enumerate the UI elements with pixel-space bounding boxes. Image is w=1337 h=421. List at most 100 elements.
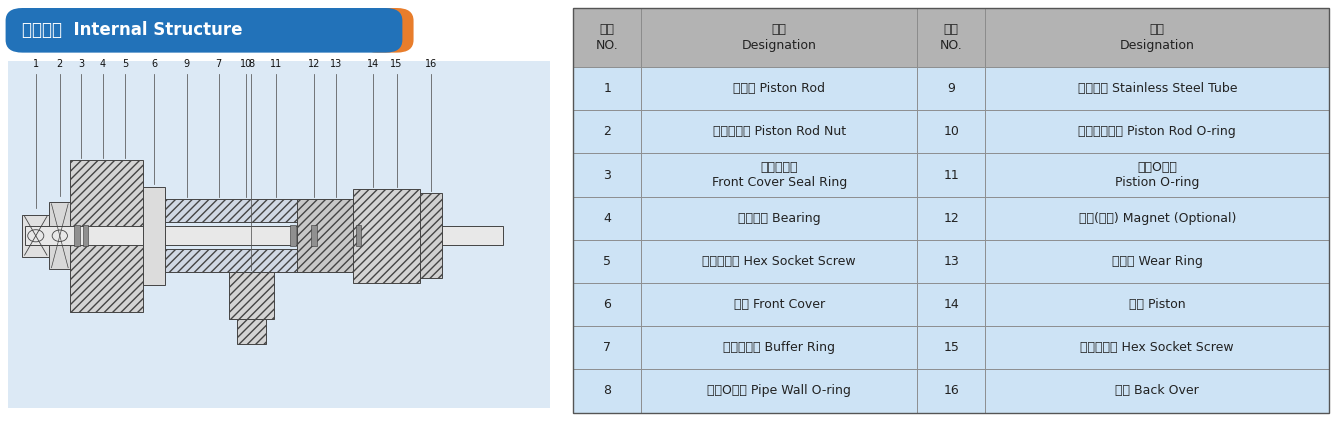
Text: 序号
NO.: 序号 NO. xyxy=(940,23,963,52)
Bar xyxy=(642,67,917,110)
Text: 9: 9 xyxy=(948,82,955,95)
Text: 3: 3 xyxy=(603,168,611,181)
Text: 4: 4 xyxy=(603,212,611,225)
FancyBboxPatch shape xyxy=(5,8,402,53)
Bar xyxy=(642,8,917,67)
Text: 1: 1 xyxy=(603,82,611,95)
Text: 13: 13 xyxy=(944,255,959,268)
Bar xyxy=(312,225,317,246)
Text: 内部结构  Internal Structure: 内部结构 Internal Structure xyxy=(23,21,243,39)
Bar xyxy=(574,283,642,326)
Bar xyxy=(917,240,985,283)
Text: 1: 1 xyxy=(32,59,39,69)
Bar xyxy=(642,326,917,369)
Text: 11: 11 xyxy=(944,168,959,181)
Text: 活塞O型圈
Pistion O-ring: 活塞O型圈 Pistion O-ring xyxy=(1115,161,1199,189)
Bar xyxy=(917,197,985,240)
Bar xyxy=(574,67,642,110)
Bar xyxy=(642,110,917,153)
Text: 3: 3 xyxy=(79,59,84,69)
Text: 名称
Designation: 名称 Designation xyxy=(1120,23,1195,52)
Text: 8: 8 xyxy=(249,59,254,69)
Text: 10: 10 xyxy=(944,125,959,139)
Bar xyxy=(985,153,1329,197)
Text: 活塞 Piston: 活塞 Piston xyxy=(1128,298,1186,311)
Bar xyxy=(642,197,917,240)
Bar xyxy=(574,8,642,67)
Text: 2: 2 xyxy=(56,59,63,69)
Bar xyxy=(290,225,295,246)
Text: 5: 5 xyxy=(603,255,611,268)
Bar xyxy=(985,8,1329,67)
Text: 后盖 Back Over: 后盖 Back Over xyxy=(1115,384,1199,397)
Text: 内六角螺栓 Hex Socket Screw: 内六角螺栓 Hex Socket Screw xyxy=(702,255,856,268)
Text: 名称
Designation: 名称 Designation xyxy=(742,23,817,52)
Bar xyxy=(25,226,503,245)
Text: 13: 13 xyxy=(330,59,342,69)
Bar xyxy=(574,153,642,197)
Text: 15: 15 xyxy=(944,341,959,354)
Text: 6: 6 xyxy=(603,298,611,311)
Bar xyxy=(642,369,917,413)
Bar xyxy=(985,326,1329,369)
Text: 2: 2 xyxy=(603,125,611,139)
Bar xyxy=(917,110,985,153)
Bar xyxy=(985,67,1329,110)
Bar xyxy=(75,225,80,246)
Bar xyxy=(71,160,143,312)
Bar xyxy=(985,197,1329,240)
Text: 6: 6 xyxy=(151,59,158,69)
Text: 序号
NO.: 序号 NO. xyxy=(596,23,619,52)
Bar xyxy=(237,319,266,344)
Text: 8: 8 xyxy=(603,384,611,397)
Bar xyxy=(642,240,917,283)
Bar xyxy=(353,189,420,283)
Bar xyxy=(574,326,642,369)
Text: 14: 14 xyxy=(944,298,959,311)
Bar xyxy=(166,199,378,222)
Text: 9: 9 xyxy=(183,59,190,69)
Text: 活塞杆 Piston Rod: 活塞杆 Piston Rod xyxy=(733,82,825,95)
Text: 含油轴承 Bearing: 含油轴承 Bearing xyxy=(738,212,821,225)
Bar xyxy=(917,8,985,67)
Text: 16: 16 xyxy=(425,59,437,69)
Bar xyxy=(985,369,1329,413)
Text: 活塞杆密封圈 Piston Rod O-ring: 活塞杆密封圈 Piston Rod O-ring xyxy=(1079,125,1237,139)
Text: 14: 14 xyxy=(366,59,380,69)
Bar xyxy=(985,283,1329,326)
Text: 前盖密封圈
Front Cover Seal Ring: 前盖密封圈 Front Cover Seal Ring xyxy=(711,161,846,189)
Bar xyxy=(297,199,353,272)
Bar xyxy=(985,240,1329,283)
Text: 磁铁(可选) Magnet (Optional): 磁铁(可选) Magnet (Optional) xyxy=(1079,212,1235,225)
Text: 7: 7 xyxy=(603,341,611,354)
Text: 5: 5 xyxy=(122,59,128,69)
Text: 4: 4 xyxy=(100,59,106,69)
Bar xyxy=(23,215,49,257)
Text: 10: 10 xyxy=(241,59,253,69)
Text: 耐磨环 Wear Ring: 耐磨环 Wear Ring xyxy=(1112,255,1203,268)
Text: 缓冲密封圈 Buffer Ring: 缓冲密封圈 Buffer Ring xyxy=(723,341,836,354)
Bar xyxy=(642,153,917,197)
Text: 管壁O型圈 Pipe Wall O-ring: 管壁O型圈 Pipe Wall O-ring xyxy=(707,384,852,397)
Bar xyxy=(420,193,443,278)
Bar xyxy=(642,283,917,326)
Text: 12: 12 xyxy=(308,59,320,69)
Text: 不锈锆管 Stainless Steel Tube: 不锈锆管 Stainless Steel Tube xyxy=(1078,82,1237,95)
Text: 12: 12 xyxy=(944,212,959,225)
Text: 内六角螺栓 Hex Socket Screw: 内六角螺栓 Hex Socket Screw xyxy=(1080,341,1234,354)
Bar xyxy=(574,240,642,283)
Bar xyxy=(229,272,274,319)
Bar xyxy=(83,225,88,246)
Text: 7: 7 xyxy=(215,59,222,69)
Text: 15: 15 xyxy=(390,59,402,69)
Bar xyxy=(356,225,361,246)
Bar xyxy=(985,110,1329,153)
Bar xyxy=(49,202,71,269)
Text: 16: 16 xyxy=(944,384,959,397)
Text: 前盖 Front Cover: 前盖 Front Cover xyxy=(734,298,825,311)
FancyBboxPatch shape xyxy=(361,8,413,53)
Bar xyxy=(143,187,166,285)
Bar xyxy=(574,197,642,240)
Bar xyxy=(574,110,642,153)
Bar xyxy=(917,153,985,197)
